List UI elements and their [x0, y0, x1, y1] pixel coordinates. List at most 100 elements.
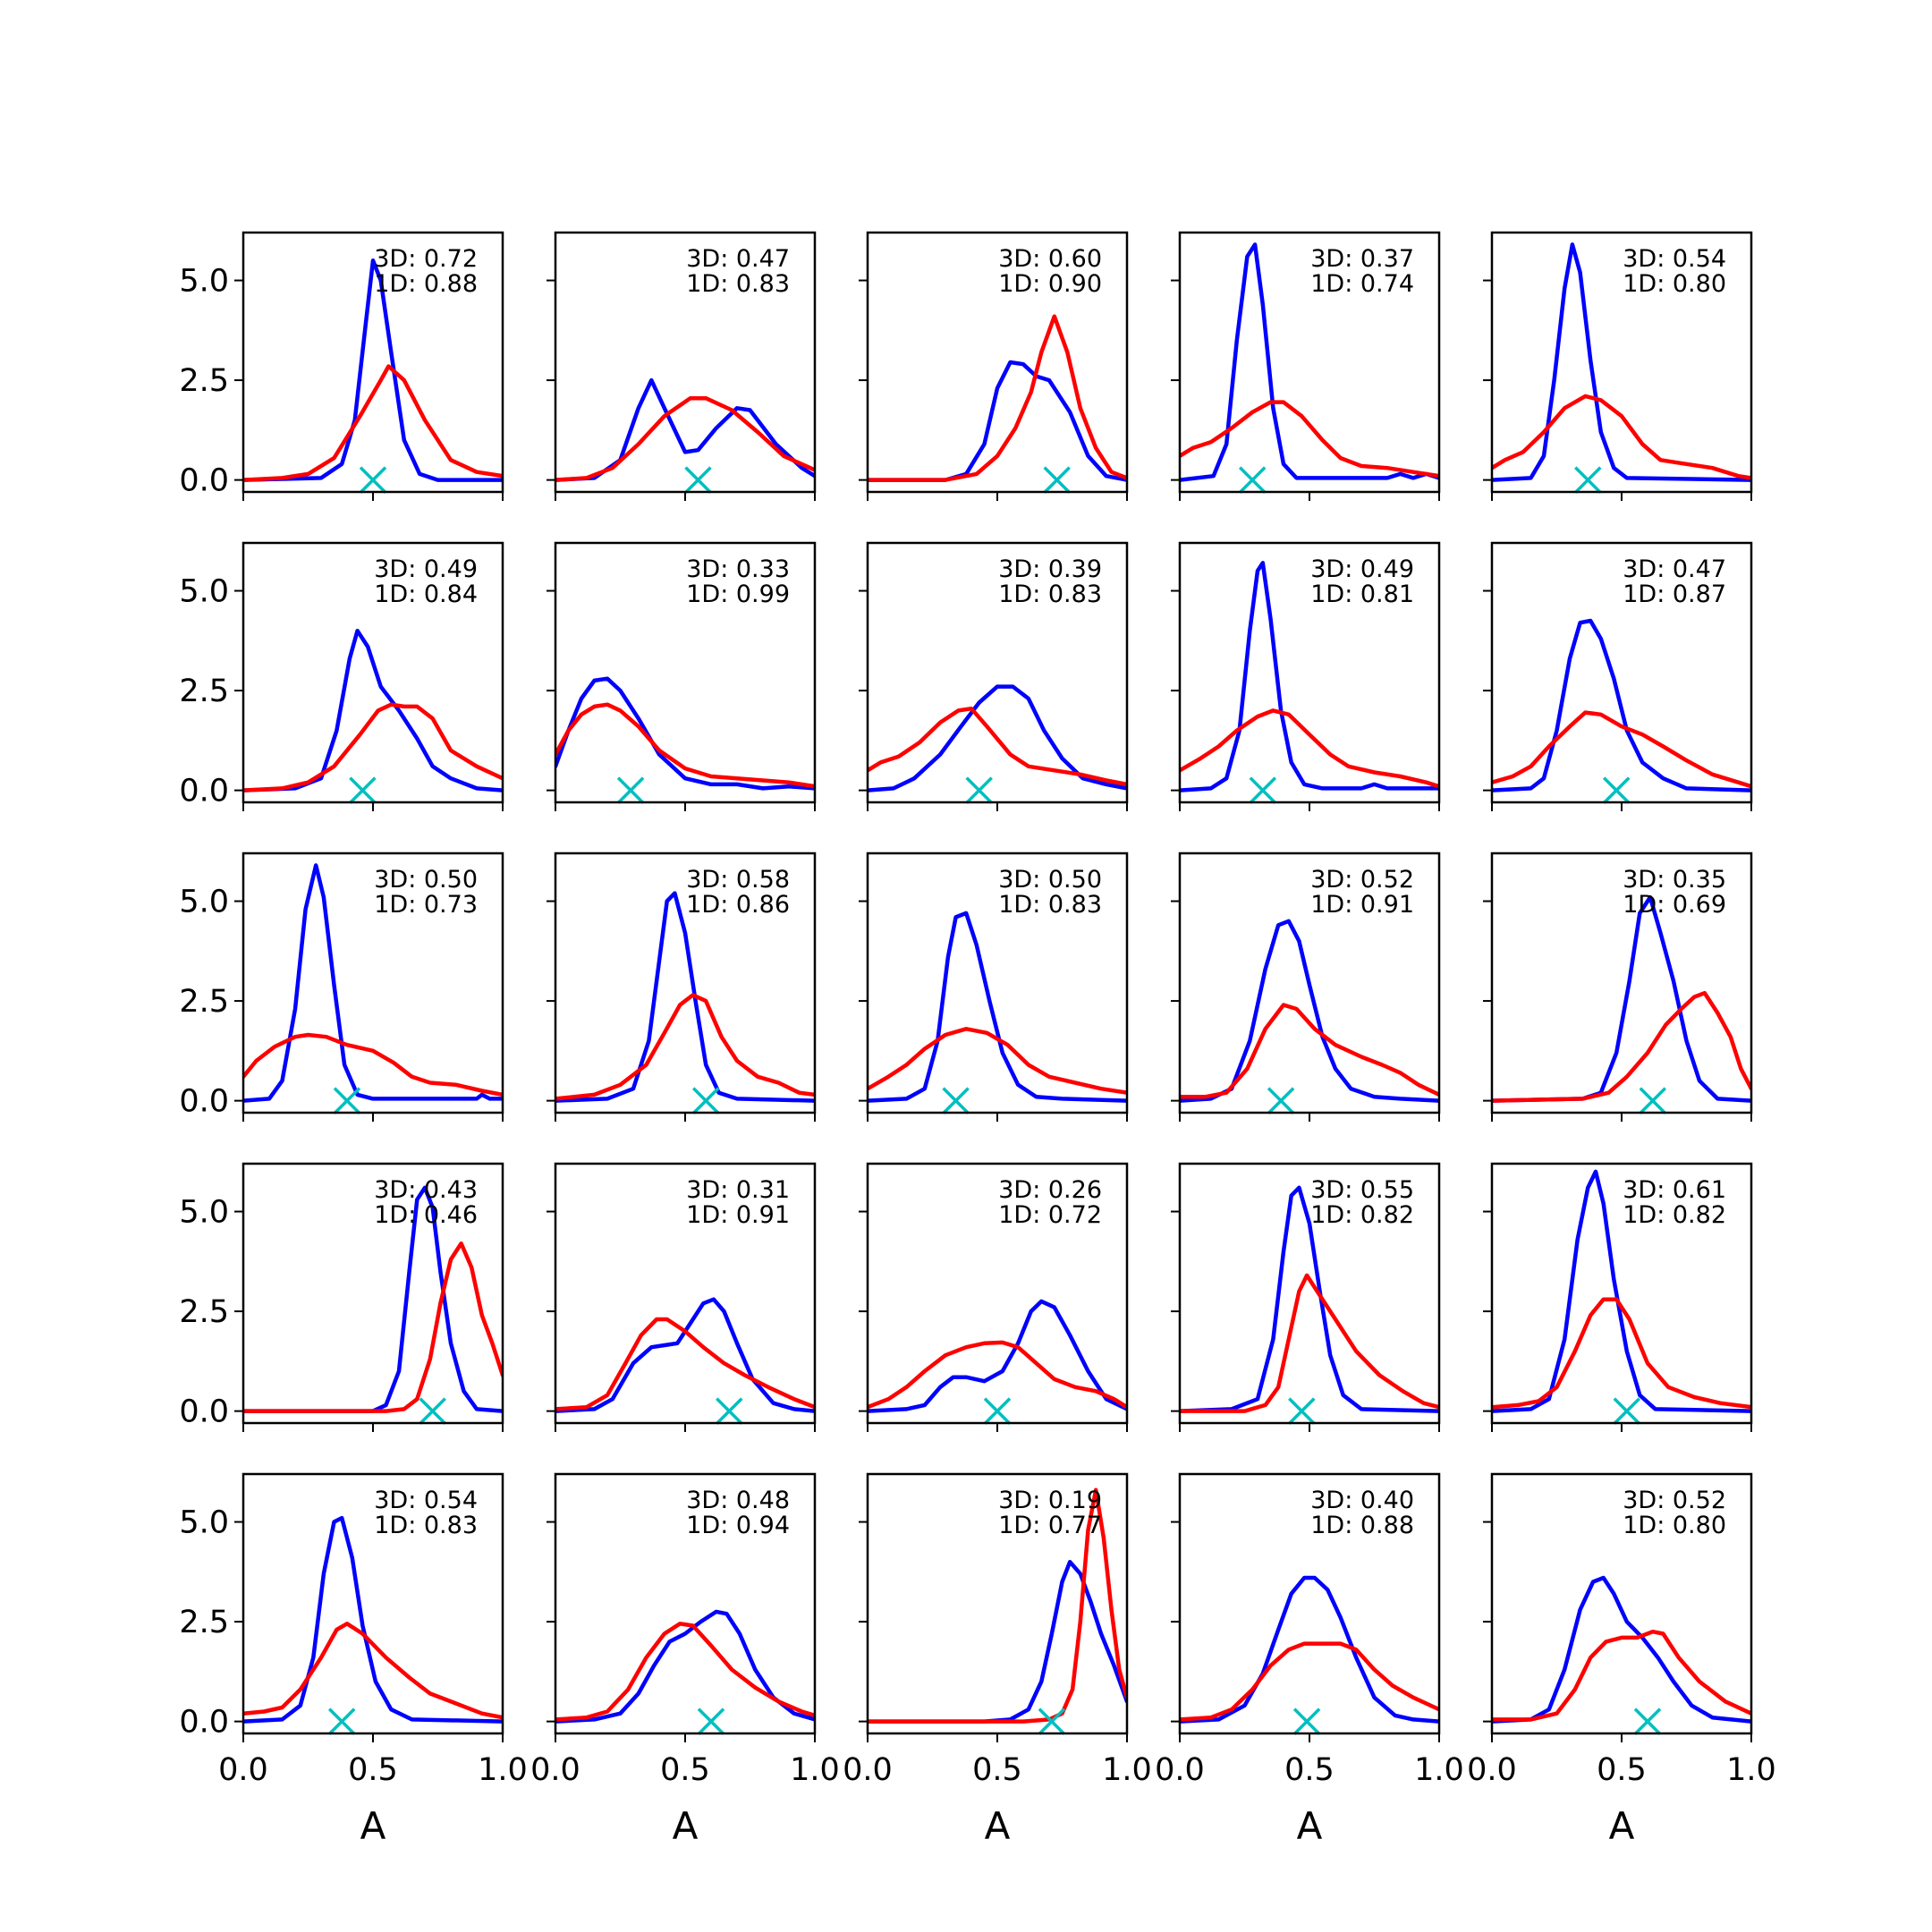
label-3d: 3D: 0.40 — [1310, 1487, 1414, 1514]
red-series-line — [868, 706, 1127, 787]
x-axis-label: A — [1297, 1804, 1323, 1848]
blue-series-line — [243, 1515, 503, 1724]
red-series-line — [243, 1622, 503, 1720]
label-3d: 3D: 0.39 — [998, 555, 1102, 583]
x-marker-stroke — [1288, 1397, 1316, 1425]
x-marker-stroke — [333, 1087, 361, 1114]
red-series-line — [243, 1032, 503, 1097]
x-marker — [1267, 1087, 1295, 1114]
label-3d: 3D: 0.54 — [374, 1487, 478, 1514]
x-marker-stroke — [1038, 1707, 1066, 1735]
y-tick-label: 0.0 — [179, 774, 229, 809]
x-marker — [684, 466, 712, 494]
red-series-line — [1180, 1003, 1439, 1099]
label-1d: 1D: 0.80 — [1623, 270, 1726, 298]
label-1d: 1D: 0.69 — [1623, 891, 1726, 919]
x-axis-label: A — [673, 1804, 699, 1848]
x-marker — [716, 1397, 743, 1425]
x-marker — [1574, 466, 1602, 494]
x-marker — [1639, 1087, 1667, 1114]
red-series-line — [868, 1027, 1127, 1095]
y-tick-label: 5.0 — [179, 1195, 229, 1231]
label-3d: 3D: 0.37 — [1310, 245, 1414, 273]
label-3d: 3D: 0.49 — [1310, 555, 1414, 583]
blue-series-line — [1492, 242, 1751, 482]
red-series-line — [243, 702, 503, 792]
blue-series-line — [1492, 894, 1751, 1103]
x-marker-stroke — [1639, 1087, 1667, 1114]
x-axis-label: A — [1609, 1804, 1635, 1848]
blue-series-line — [243, 628, 503, 792]
x-marker — [965, 776, 993, 804]
x-marker — [1249, 776, 1277, 804]
x-tick-label: 0.0 — [530, 1752, 580, 1788]
label-1d: 1D: 0.72 — [998, 1201, 1102, 1229]
x-marker-stroke — [697, 1707, 725, 1735]
label-1d: 1D: 0.86 — [686, 891, 790, 919]
label-3d: 3D: 0.43 — [374, 1176, 478, 1204]
red-series-line — [1180, 1641, 1439, 1722]
red-series-line — [1180, 1273, 1439, 1413]
x-marker — [1038, 1707, 1066, 1735]
label-1d: 1D: 0.83 — [686, 270, 790, 298]
red-series-line — [868, 1487, 1127, 1724]
label-1d: 1D: 0.83 — [998, 580, 1102, 608]
x-marker-stroke — [359, 466, 387, 494]
x-tick-label: 0.5 — [348, 1752, 398, 1788]
red-series-line — [868, 314, 1127, 482]
red-series-line — [1492, 394, 1751, 480]
x-marker-stroke — [419, 1397, 446, 1425]
blue-series-line — [555, 891, 815, 1103]
x-tick-label: 0.0 — [1467, 1752, 1517, 1788]
blue-series-line — [1180, 1575, 1439, 1724]
y-tick-label: 0.0 — [179, 1084, 229, 1120]
y-tick-label: 2.5 — [179, 1605, 229, 1640]
label-1d: 1D: 0.83 — [998, 891, 1102, 919]
blue-series-line — [1180, 242, 1439, 482]
red-series-line — [1492, 710, 1751, 789]
x-axis-label: A — [360, 1804, 386, 1848]
x-tick-label: 0.5 — [1597, 1752, 1647, 1788]
blue-series-line — [1492, 618, 1751, 792]
label-3d: 3D: 0.33 — [686, 555, 790, 583]
y-tick-label: 2.5 — [179, 984, 229, 1020]
label-3d: 3D: 0.60 — [998, 245, 1102, 273]
y-tick-label: 2.5 — [179, 674, 229, 709]
x-marker-stroke — [616, 776, 645, 804]
x-tick-label: 0.5 — [660, 1752, 710, 1788]
red-series-line — [1492, 1297, 1751, 1410]
label-3d: 3D: 0.58 — [686, 866, 790, 894]
blue-series-line — [868, 360, 1127, 482]
red-series-line — [1492, 1629, 1751, 1722]
label-1d: 1D: 0.81 — [1310, 580, 1414, 608]
label-3d: 3D: 0.72 — [374, 245, 478, 273]
x-marker-stroke — [1267, 1087, 1295, 1114]
label-1d: 1D: 0.84 — [374, 580, 478, 608]
x-marker-stroke — [1238, 466, 1267, 494]
y-tick-label: 5.0 — [179, 885, 229, 920]
x-marker-stroke — [327, 1707, 356, 1735]
y-tick-label: 0.0 — [179, 1705, 229, 1741]
x-marker — [1633, 1707, 1662, 1735]
x-tick-label: 0.5 — [1284, 1752, 1335, 1788]
x-tick-label: 1.0 — [1414, 1752, 1464, 1788]
x-marker-stroke — [983, 1397, 1012, 1425]
x-marker — [691, 1087, 720, 1114]
blue-series-line — [555, 377, 815, 482]
